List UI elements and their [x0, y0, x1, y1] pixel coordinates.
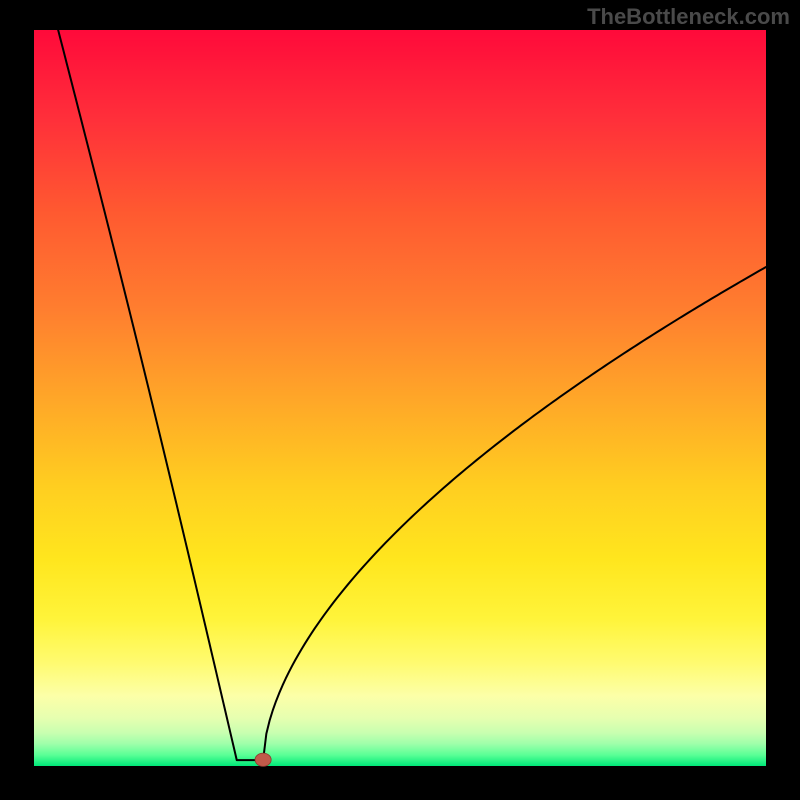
optimum-marker	[255, 753, 271, 766]
chart-frame: TheBottleneck.com	[0, 0, 800, 800]
plot-background	[34, 30, 766, 766]
plot-svg	[0, 0, 800, 800]
